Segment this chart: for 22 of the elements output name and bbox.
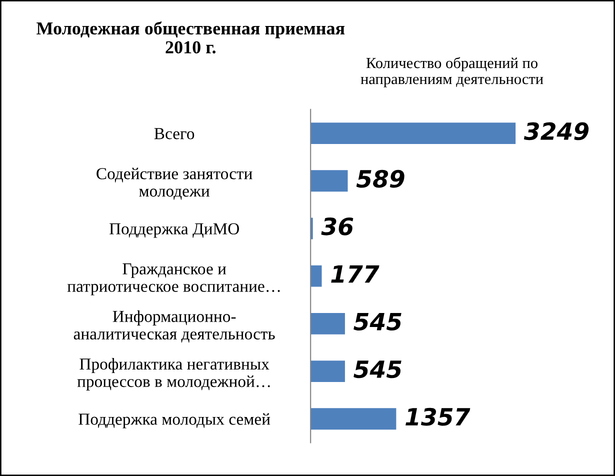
data-label: 589 [356,170,404,188]
data-label: 545 [354,360,402,378]
bar [310,360,345,382]
y-tick-label: Поддержка ДиМО [109,223,239,238]
y-tick-label: Гражданское и патриотическое воспитание… [67,263,280,296]
bar [310,122,516,144]
y-tick-label: Поддержка молодых семей [78,413,270,428]
bar [310,265,322,287]
text: Количество обращений по направлениям деятельности [360,57,544,88]
bar [310,312,345,334]
y-tick-label: Профилактика негативных процессов в молодежной… [77,358,270,390]
data-label: 1357 [406,408,470,426]
chart-title: Молодежная общественная приемная 2010 г. [36,21,345,54]
data-label: 36 [321,217,354,236]
data-label: 177 [331,265,380,283]
data-label: 3249 [524,122,589,140]
bar [310,170,348,192]
y-tick-label: Всего [154,128,194,140]
y-tick-label: Содействие занятости молодежи [96,168,252,200]
bar [310,408,396,430]
y-tick-label: Информационно- аналитическая деятельность [74,310,275,343]
data-label: 545 [354,312,402,331]
